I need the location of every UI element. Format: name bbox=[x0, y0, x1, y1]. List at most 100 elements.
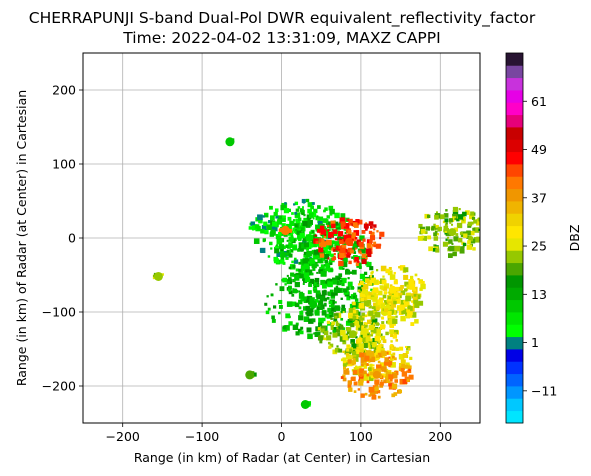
echo-pixel bbox=[343, 234, 350, 240]
echo-pixel bbox=[286, 223, 290, 228]
echo-pixel bbox=[316, 283, 320, 287]
echo-pixel bbox=[442, 241, 448, 247]
echo-pixel bbox=[285, 313, 291, 319]
echo-pixel bbox=[330, 253, 334, 258]
echo-pixel bbox=[318, 247, 324, 253]
echo-pixel bbox=[398, 353, 405, 360]
echo-pixel bbox=[319, 340, 323, 344]
echo-pixel bbox=[346, 218, 349, 221]
echo-pixel bbox=[355, 262, 359, 266]
colorbar-segment bbox=[506, 373, 523, 387]
echo-pixel bbox=[393, 271, 396, 275]
echo-pixel bbox=[356, 366, 360, 370]
colorbar-segment bbox=[506, 213, 523, 227]
echo-pixel bbox=[394, 379, 398, 383]
echo-pixel bbox=[345, 352, 350, 357]
echo-pixel bbox=[385, 331, 389, 336]
echo-pixel bbox=[264, 230, 269, 235]
echo-pixel bbox=[278, 244, 284, 250]
echo-pixel bbox=[333, 256, 337, 260]
echo-pixel bbox=[365, 257, 368, 260]
echo-pixel bbox=[366, 261, 372, 268]
echo-pixel bbox=[293, 203, 296, 206]
echo-pixel bbox=[313, 289, 318, 293]
echo-pixel bbox=[482, 225, 485, 228]
echo-pixel bbox=[443, 225, 449, 231]
echo-pixel bbox=[337, 277, 340, 281]
echo-pixel bbox=[388, 380, 391, 384]
echo-pixel bbox=[312, 267, 316, 271]
echo-pixel bbox=[363, 339, 369, 345]
echo-pixel bbox=[482, 231, 486, 235]
echo-pixel bbox=[354, 316, 360, 322]
echo-pixel bbox=[310, 205, 314, 210]
echo-pixel bbox=[337, 325, 342, 330]
echo-pixel bbox=[335, 322, 340, 327]
echo-pixel bbox=[356, 262, 362, 268]
echo-pixel bbox=[462, 219, 465, 222]
echo-pixel bbox=[350, 322, 355, 328]
echo-pixel bbox=[362, 238, 366, 242]
colorbar-tick-label: 61 bbox=[531, 94, 547, 109]
echo-pixel bbox=[330, 220, 336, 226]
echo-pixel bbox=[394, 370, 399, 376]
echo-pixel bbox=[276, 238, 283, 245]
echo-pixel bbox=[346, 354, 352, 360]
echo-pixel bbox=[356, 324, 360, 328]
echo-pixel bbox=[371, 327, 378, 334]
echo-pixel bbox=[358, 365, 362, 369]
echo-pixel bbox=[354, 241, 357, 244]
colorbar-segment bbox=[506, 201, 523, 214]
echo-pixel bbox=[269, 205, 273, 210]
echo-pixel bbox=[368, 386, 375, 393]
echo-pixel bbox=[295, 322, 299, 326]
echo-pixel bbox=[333, 255, 336, 258]
echo-pixel bbox=[462, 211, 467, 217]
echo-pixel bbox=[358, 375, 364, 381]
echo-pixel bbox=[372, 296, 378, 302]
echo-pixel bbox=[329, 208, 335, 215]
echo-pixel bbox=[408, 368, 411, 372]
echo-pixel bbox=[351, 256, 354, 259]
echo-pixel bbox=[483, 234, 488, 239]
echo-pixel bbox=[371, 394, 377, 400]
echo-pixel bbox=[369, 239, 373, 244]
echo-pixel bbox=[326, 244, 331, 250]
echo-pixel bbox=[372, 368, 377, 373]
echo-pixel bbox=[296, 229, 302, 236]
echo-pixel bbox=[459, 231, 463, 235]
echo-pixel bbox=[398, 295, 402, 299]
echo-pixel bbox=[287, 216, 292, 221]
echo-pixel bbox=[381, 354, 385, 359]
echo-pixel bbox=[329, 262, 333, 266]
echo-pixel bbox=[370, 333, 373, 337]
echo-pixel bbox=[466, 235, 470, 239]
echo-pixel bbox=[321, 310, 327, 316]
echo-pixel bbox=[298, 242, 304, 247]
echo-pixel bbox=[413, 293, 417, 297]
echo-pixel bbox=[405, 345, 408, 349]
echo-pixel bbox=[342, 350, 345, 354]
echo-pixel bbox=[393, 332, 397, 335]
echo-pixel bbox=[350, 320, 352, 323]
colorbar-segment bbox=[506, 139, 523, 153]
echo-pixel bbox=[379, 383, 384, 388]
echo-pixel bbox=[470, 211, 475, 216]
echo-pixel bbox=[360, 247, 366, 254]
echo-pixel bbox=[294, 275, 300, 281]
echo-pixel bbox=[348, 348, 353, 353]
echo-pixel bbox=[316, 290, 321, 295]
echo-pixel bbox=[363, 283, 369, 290]
echo-pixel bbox=[341, 282, 345, 287]
echo-pixel bbox=[372, 318, 378, 324]
echo-pixel bbox=[381, 366, 387, 372]
echo-pixel bbox=[305, 305, 311, 311]
echo-pixel bbox=[354, 256, 359, 262]
echo-pixel bbox=[360, 297, 364, 302]
echo-pixel bbox=[373, 224, 377, 228]
echo-pixel bbox=[328, 345, 332, 349]
echo-pixel bbox=[395, 286, 400, 291]
echo-pixel bbox=[360, 332, 363, 335]
echo-pixel bbox=[369, 266, 374, 271]
x-tick-label: 200 bbox=[428, 429, 452, 444]
